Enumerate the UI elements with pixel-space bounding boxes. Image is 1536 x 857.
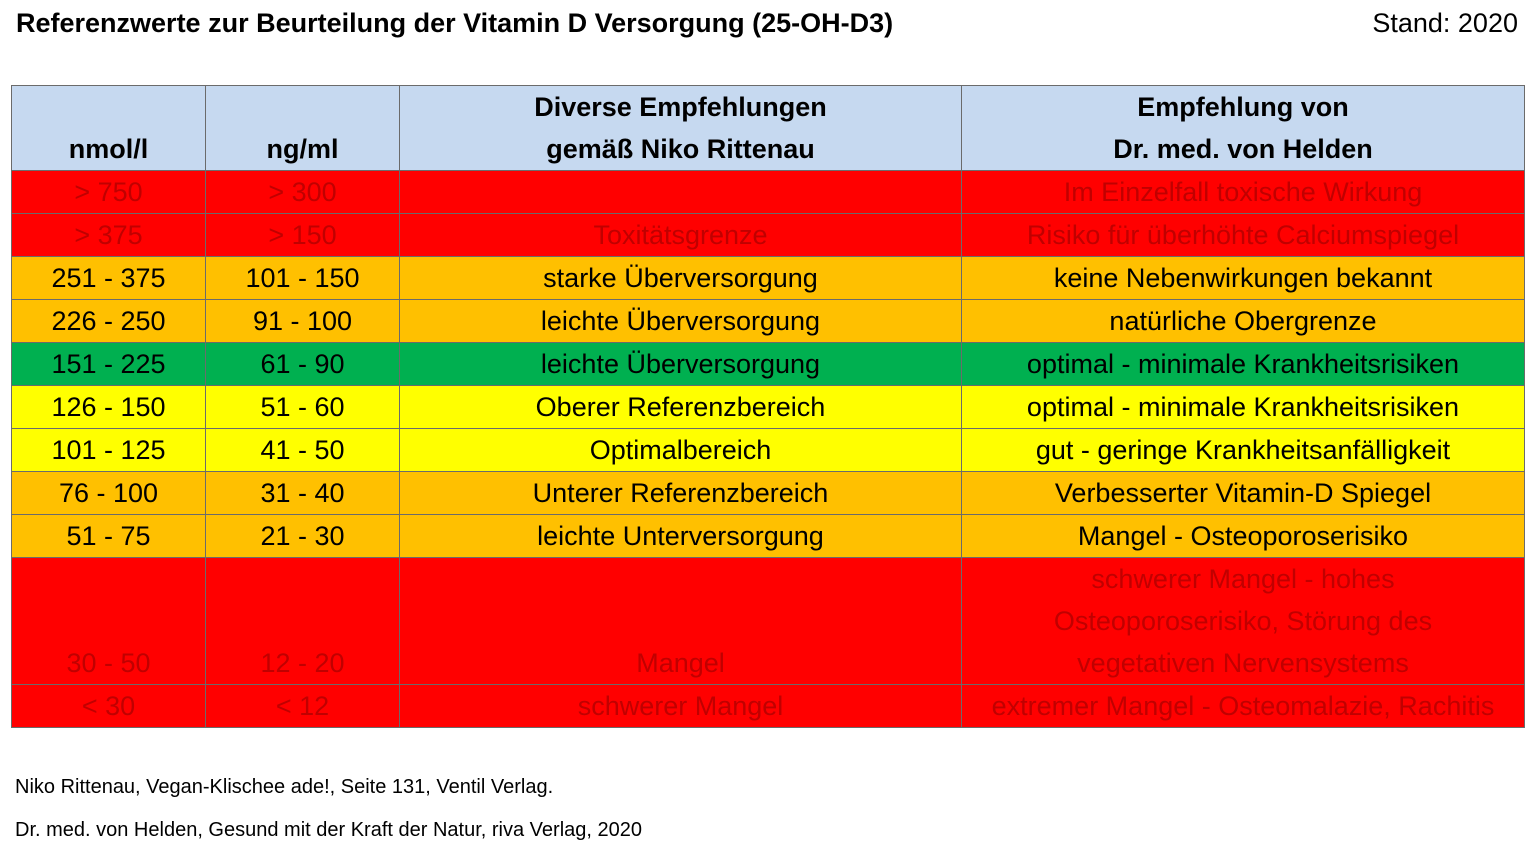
header-nmol: nmol/l [11, 85, 206, 171]
cell-ngml: 91 - 100 [205, 299, 400, 343]
cell-rittenau: schwerer Mangel [399, 684, 962, 728]
cell-nmol: 30 - 50 [11, 557, 206, 685]
table-row: > 375 > 150 Toxitätsgrenze Risiko für üb… [11, 213, 1525, 257]
cell-ngml: < 12 [205, 684, 400, 728]
cell-nmol: < 30 [11, 684, 206, 728]
cell-ngml: 12 - 20 [205, 557, 400, 685]
stand-date: Stand: 2020 [1372, 8, 1518, 38]
cell-helden: Verbesserter Vitamin-D Spiegel [961, 471, 1525, 515]
cell-helden: Mangel - Osteoporoserisiko [961, 514, 1525, 558]
cell-rittenau: Mangel [399, 557, 962, 685]
cell-nmol: > 375 [11, 213, 206, 257]
table-row: 251 - 375 101 - 150 starke Überversorgun… [11, 256, 1525, 300]
cell-helden-line: schwerer Mangel - hohes [1091, 564, 1395, 594]
cell-ngml: > 150 [205, 213, 400, 257]
cell-nmol: 226 - 250 [11, 299, 206, 343]
source-helden: Dr. med. von Helden, Gesund mit der Kraf… [15, 819, 642, 841]
header-rittenau-line1: Diverse Empfehlungen [534, 92, 827, 122]
header-ngml: ng/ml [205, 85, 400, 171]
cell-helden: keine Nebenwirkungen bekannt [961, 256, 1525, 300]
cell-helden: schwerer Mangel - hohes Osteoporoserisik… [961, 557, 1525, 685]
cell-rittenau: leichte Überversorgung [399, 299, 962, 343]
cell-helden: optimal - minimale Krankheitsrisiken [961, 342, 1525, 386]
table-row: > 750 > 300 Im Einzelfall toxische Wirku… [11, 170, 1525, 214]
cell-ngml: 61 - 90 [205, 342, 400, 386]
cell-rittenau: Unterer Referenzbereich [399, 471, 962, 515]
cell-ngml: 21 - 30 [205, 514, 400, 558]
table-row: 76 - 100 31 - 40 Unterer Referenzbereich… [11, 471, 1525, 515]
cell-rittenau: starke Überversorgung [399, 256, 962, 300]
header-rittenau-line2: gemäß Niko Rittenau [546, 134, 815, 164]
header-helden: Empfehlung von Dr. med. von Helden [961, 85, 1525, 171]
cell-nmol: 126 - 150 [11, 385, 206, 429]
cell-nmol: 251 - 375 [11, 256, 206, 300]
cell-rittenau: Oberer Referenzbereich [399, 385, 962, 429]
cell-ngml: 31 - 40 [205, 471, 400, 515]
table-row: 51 - 75 21 - 30 leichte Unterversorgung … [11, 514, 1525, 558]
cell-rittenau [399, 170, 962, 214]
cell-helden-line: vegetativen Nervensystems [1077, 648, 1409, 678]
cell-rittenau: leichte Unterversorgung [399, 514, 962, 558]
cell-helden: natürliche Obergrenze [961, 299, 1525, 343]
table-row: 101 - 125 41 - 50 Optimalbereich gut - g… [11, 428, 1525, 472]
cell-ngml: 51 - 60 [205, 385, 400, 429]
cell-helden: extremer Mangel - Osteomalazie, Rachitis [961, 684, 1525, 728]
cell-ngml: 41 - 50 [205, 428, 400, 472]
header-rittenau: Diverse Empfehlungen gemäß Niko Rittenau [399, 85, 962, 171]
cell-nmol: 151 - 225 [11, 342, 206, 386]
table-row: 126 - 150 51 - 60 Oberer Referenzbereich… [11, 385, 1525, 429]
table-header-row: nmol/l ng/ml Diverse Empfehlungen gemäß … [11, 85, 1525, 171]
reference-table: nmol/l ng/ml Diverse Empfehlungen gemäß … [11, 85, 1525, 728]
table-row: 30 - 50 12 - 20 Mangel schwerer Mangel -… [11, 557, 1525, 685]
cell-helden: optimal - minimale Krankheitsrisiken [961, 385, 1525, 429]
cell-helden: Im Einzelfall toxische Wirkung [961, 170, 1525, 214]
cell-nmol: 51 - 75 [11, 514, 206, 558]
header-helden-line2: Dr. med. von Helden [1113, 134, 1373, 164]
cell-nmol: > 750 [11, 170, 206, 214]
page-title: Referenzwerte zur Beurteilung der Vitami… [16, 8, 894, 38]
cell-nmol: 101 - 125 [11, 428, 206, 472]
cell-helden: Risiko für überhöhte Calciumspiegel [961, 213, 1525, 257]
header-helden-line1: Empfehlung von [1137, 92, 1349, 122]
cell-nmol: 76 - 100 [11, 471, 206, 515]
cell-rittenau: Toxitätsgrenze [399, 213, 962, 257]
cell-ngml: > 300 [205, 170, 400, 214]
cell-helden-line: Osteoporoserisiko, Störung des [1053, 606, 1433, 636]
cell-helden: gut - geringe Krankheitsanfälligkeit [961, 428, 1525, 472]
cell-rittenau: leichte Überversorgung [399, 342, 962, 386]
cell-rittenau: Optimalbereich [399, 428, 962, 472]
cell-ngml: 101 - 150 [205, 256, 400, 300]
table-row: 226 - 250 91 - 100 leichte Überversorgun… [11, 299, 1525, 343]
source-rittenau: Niko Rittenau, Vegan-Klischee ade!, Seit… [15, 776, 554, 798]
table-row: 151 - 225 61 - 90 leichte Überversorgung… [11, 342, 1525, 386]
table-row: < 30 < 12 schwerer Mangel extremer Mange… [11, 684, 1525, 728]
